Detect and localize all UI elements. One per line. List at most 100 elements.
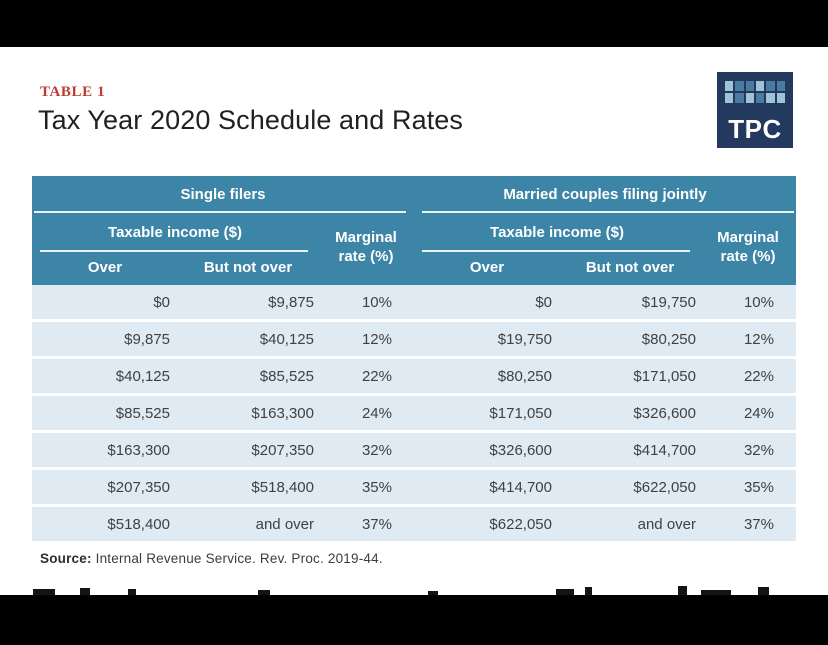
- marginal-label-line2: rate (%): [720, 247, 776, 265]
- row-half-married: $622,050 and over 37%: [414, 507, 796, 541]
- cell-single-over: $9,875: [124, 330, 170, 348]
- logo-grid-square: [725, 93, 734, 103]
- cell-married-over: $622,050: [489, 515, 552, 533]
- row-half-single: $207,350 $518,400 35%: [32, 470, 414, 504]
- table-row: $9,875 $40,125 12% $19,750 $80,250 12%: [32, 322, 796, 356]
- cell-married-not-over: $80,250: [641, 330, 696, 348]
- cell-single-not-over: and over: [255, 515, 314, 533]
- marginal-label-line2: rate (%): [338, 247, 394, 265]
- source-label: Source:: [40, 551, 92, 566]
- column-header-not-over: But not over: [203, 258, 293, 276]
- header-divider: [422, 250, 690, 252]
- cell-single-not-over: $518,400: [251, 478, 314, 496]
- letterbox-bar-top: [0, 0, 828, 47]
- row-half-married: $171,050 $326,600 24%: [414, 396, 796, 430]
- cell-single-not-over: $40,125: [259, 330, 314, 348]
- cell-married-rate: 10%: [743, 293, 774, 311]
- cropped-text-fragment: [758, 587, 769, 595]
- row-half-single: $40,125 $85,525 22%: [32, 359, 414, 393]
- logo-grid-square: [745, 81, 754, 91]
- cropped-text-fragment: [128, 589, 136, 595]
- logo-grid-square: [735, 93, 744, 103]
- header-divider: [34, 211, 406, 213]
- group-label-single: Single filers: [180, 185, 266, 203]
- cell-single-not-over: $207,350: [251, 441, 314, 459]
- tpc-logo-grid-icon: [725, 81, 785, 103]
- table-number-label: TABLE 1: [40, 84, 106, 100]
- cell-single-rate: 35%: [361, 478, 392, 496]
- cell-married-rate: 32%: [743, 441, 774, 459]
- cell-single-over: $85,525: [115, 404, 170, 422]
- cell-single-not-over: $163,300: [251, 404, 314, 422]
- cropped-text-fragment: [678, 586, 687, 595]
- table-row: $207,350 $518,400 35% $414,700 $622,050 35%: [32, 470, 796, 504]
- table-row: $163,300 $207,350 32% $326,600 $414,700 32%: [32, 433, 796, 467]
- page-title: Tax Year 2020 Schedule and Rates: [38, 105, 464, 135]
- row-half-married: $326,600 $414,700 32%: [414, 433, 796, 467]
- source-text: Internal Revenue Service. Rev. Proc. 201…: [95, 551, 383, 566]
- cell-married-not-over: and over: [637, 515, 696, 533]
- cropped-text-fragment: [80, 588, 90, 595]
- header-divider: [40, 250, 308, 252]
- table-body: $0 $9,875 10% $0 $19,750 10% $9,875 $40,125 12% $…: [32, 285, 796, 541]
- marginal-label-line1: Marginal: [717, 228, 779, 246]
- table-row: $40,125 $85,525 22% $80,250 $171,050 22%: [32, 359, 796, 393]
- tpc-logo: TPC: [717, 72, 793, 148]
- income-header-single: Taxable income ($): [108, 223, 242, 241]
- table-row: $85,525 $163,300 24% $171,050 $326,600 24%: [32, 396, 796, 430]
- cell-married-rate: 12%: [743, 330, 774, 348]
- income-header-married: Taxable income ($): [490, 223, 624, 241]
- column-header-over: Over: [87, 258, 123, 276]
- row-half-single: $85,525 $163,300 24%: [32, 396, 414, 430]
- marginal-label-line1: Marginal: [335, 228, 397, 246]
- cell-married-over: $19,750: [497, 330, 552, 348]
- cell-single-rate: 37%: [361, 515, 392, 533]
- header-group-single: Single filers Taxable income ($) Over Bu…: [32, 176, 414, 285]
- logo-grid-square: [776, 93, 785, 103]
- logo-grid-square: [755, 81, 765, 91]
- row-half-single: $9,875 $40,125 12%: [32, 322, 414, 356]
- column-header-over: Over: [469, 258, 505, 276]
- source-note: Source: Internal Revenue Service. Rev. P…: [40, 551, 383, 566]
- logo-grid-square: [766, 93, 775, 103]
- table-row: $518,400 and over 37% $622,050 and over 37%: [32, 507, 796, 541]
- logo-grid-square: [766, 81, 775, 91]
- logo-grid-square: [755, 93, 765, 103]
- cell-married-not-over: $414,700: [633, 441, 696, 459]
- cell-married-over: $414,700: [489, 478, 552, 496]
- cell-single-not-over: $85,525: [259, 367, 314, 385]
- table-row: $0 $9,875 10% $0 $19,750 10%: [32, 285, 796, 319]
- group-label-married: Married couples filing jointly: [503, 185, 707, 203]
- cell-single-rate: 22%: [361, 367, 392, 385]
- tax-rate-table: Single filers Taxable income ($) Over Bu…: [32, 176, 796, 541]
- cell-single-rate: 32%: [361, 441, 392, 459]
- cell-married-over: $171,050: [489, 404, 552, 422]
- cell-single-rate: 24%: [361, 404, 392, 422]
- cell-married-not-over: $171,050: [633, 367, 696, 385]
- logo-grid-square: [745, 93, 754, 103]
- row-half-married: $414,700 $622,050 35%: [414, 470, 796, 504]
- cell-married-over: $0: [535, 293, 552, 311]
- cell-married-over: $326,600: [489, 441, 552, 459]
- cropped-text-fragment: [428, 591, 438, 595]
- column-header-marginal-rate: Marginal rate (%): [318, 212, 414, 285]
- cropped-text-fragment: [556, 589, 574, 595]
- column-header-marginal-rate: Marginal rate (%): [700, 212, 796, 285]
- row-half-married: $80,250 $171,050 22%: [414, 359, 796, 393]
- row-half-married: $0 $19,750 10%: [414, 285, 796, 319]
- cell-single-over: $207,350: [107, 478, 170, 496]
- header-group-married: Married couples filing jointly Taxable i…: [414, 176, 796, 285]
- cell-single-over: $163,300: [107, 441, 170, 459]
- logo-grid-square: [725, 81, 734, 91]
- row-half-single: $163,300 $207,350 32%: [32, 433, 414, 467]
- cell-married-rate: 24%: [743, 404, 774, 422]
- letterbox-bar-bottom: [0, 595, 828, 645]
- cell-single-over: $0: [153, 293, 170, 311]
- cell-single-not-over: $9,875: [268, 293, 314, 311]
- logo-grid-square: [735, 81, 744, 91]
- cell-married-rate: 37%: [743, 515, 774, 533]
- cropped-text-fragment: [258, 590, 270, 595]
- cell-married-over: $80,250: [497, 367, 552, 385]
- table-header: Single filers Taxable income ($) Over Bu…: [32, 176, 796, 285]
